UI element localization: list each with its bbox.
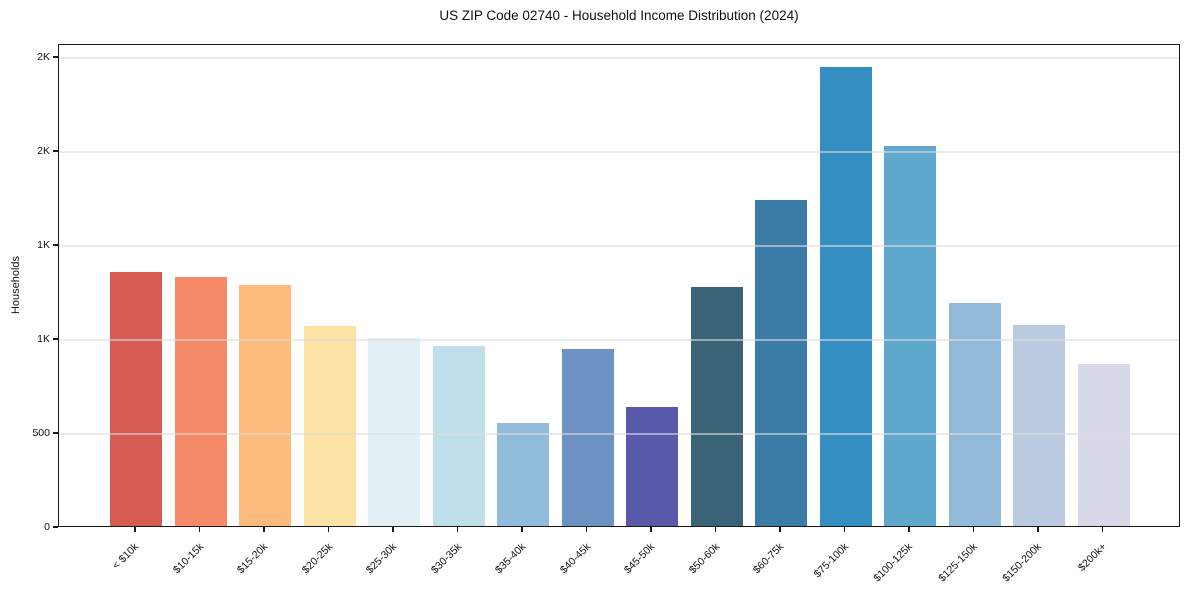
bar (690, 287, 743, 526)
gridline (59, 433, 1179, 435)
bar (561, 349, 614, 526)
x-tick (198, 527, 201, 532)
chart-title: US ZIP Code 02740 - Household Income Dis… (439, 8, 799, 23)
bar (755, 199, 807, 526)
y-tick (53, 150, 58, 152)
x-tick (908, 527, 910, 532)
gridline (59, 151, 1179, 153)
x-tick (456, 527, 459, 532)
y-axis-label: Households (10, 255, 22, 315)
bar (303, 325, 356, 526)
x-tick (714, 527, 717, 532)
bar (819, 66, 872, 526)
gridline (59, 245, 1179, 247)
x-tick (1101, 527, 1104, 532)
bar (174, 276, 227, 526)
y-tick-label: 1K (37, 239, 50, 252)
x-tick (650, 527, 652, 532)
bar (110, 272, 162, 526)
y-tick (53, 432, 58, 434)
y-tick-label: 0 (44, 521, 50, 533)
gridline (59, 339, 1179, 341)
y-tick-label: 1K (37, 333, 50, 346)
bar (1077, 364, 1130, 526)
bar (1013, 324, 1065, 526)
y-tick (53, 338, 58, 340)
x-tick (972, 527, 975, 532)
y-tick (53, 526, 58, 528)
y-tick-label: 500 (32, 427, 50, 440)
x-tick (134, 527, 136, 532)
y-tick (53, 56, 58, 58)
bar (948, 303, 1001, 526)
x-tick (521, 527, 523, 532)
y-tick-label: 2K (37, 51, 50, 64)
bar (368, 338, 420, 526)
bar (884, 146, 936, 526)
x-tick (263, 527, 265, 532)
bar (432, 345, 485, 526)
x-tick (585, 527, 588, 532)
y-tick-label: 2K (37, 145, 50, 158)
plot-area (58, 44, 1180, 527)
x-tick (843, 527, 846, 532)
gridline (59, 57, 1179, 59)
x-tick (1037, 527, 1039, 532)
x-tick (779, 527, 781, 532)
y-tick (53, 244, 58, 246)
bar (497, 422, 549, 526)
bar (239, 285, 291, 526)
bar (626, 406, 678, 526)
x-tick (327, 527, 330, 532)
x-tick (392, 527, 394, 532)
